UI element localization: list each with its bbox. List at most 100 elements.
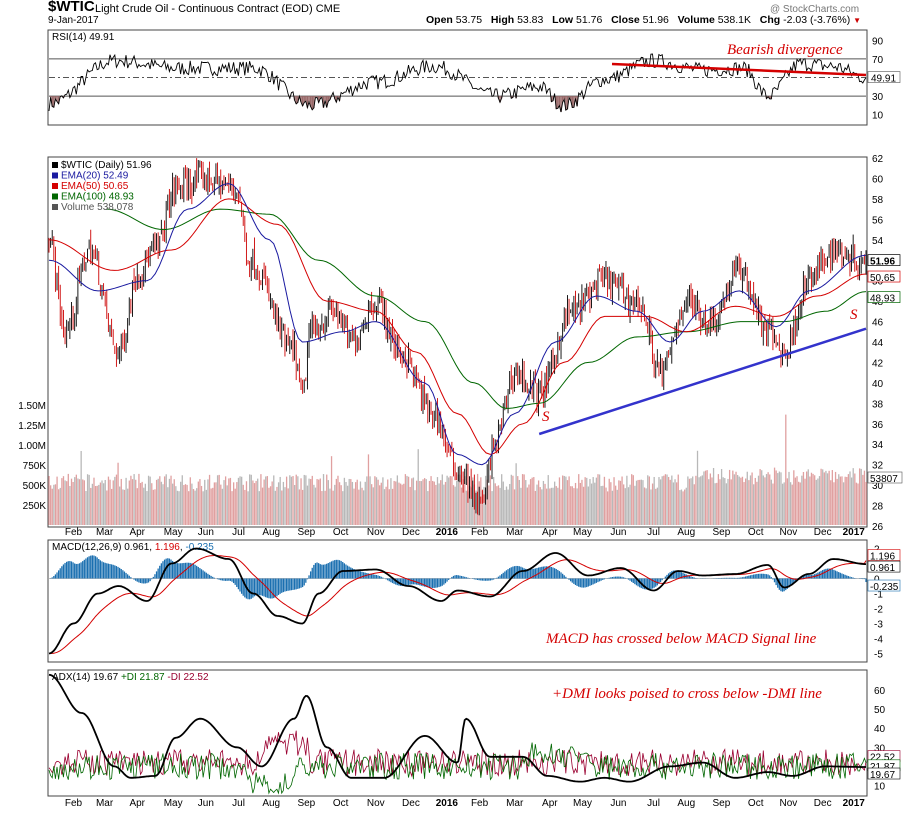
macd-ytick: -5 (874, 650, 883, 661)
volume-bar (756, 481, 758, 525)
volume-bar (651, 483, 654, 525)
volume-bar (615, 485, 617, 525)
support-annotation-1: S (542, 409, 550, 425)
volume-bar (143, 487, 145, 525)
volume-bar (648, 476, 651, 525)
volume-bar (830, 480, 832, 525)
volume-bar (102, 483, 105, 525)
price-xlabel: Aug (262, 527, 280, 538)
volume-bar (51, 488, 53, 525)
volume-bar (515, 463, 517, 525)
volume-bar (91, 483, 94, 525)
volume-bar (842, 482, 845, 525)
volume-bar (586, 477, 588, 525)
volume-bar (171, 483, 174, 525)
volume-bar (334, 484, 336, 525)
volume-bar (558, 477, 561, 525)
volume-bar (708, 479, 710, 525)
volume-bar (72, 481, 74, 525)
price-legend-swatch (52, 162, 58, 168)
rsi-value-label: 49.91 (871, 74, 896, 85)
plus-di-line (48, 742, 867, 795)
volume-bar (852, 468, 854, 525)
volume-bar (207, 479, 209, 525)
volume-bar (56, 476, 58, 525)
volume-bar (335, 478, 338, 525)
volume-bar (383, 489, 386, 525)
volume-bar (54, 484, 57, 525)
volume-bar (836, 478, 838, 525)
volume-bar (130, 475, 132, 525)
volume-bar (627, 487, 630, 525)
macd-value-box (867, 579, 901, 592)
adx-xlabel: Mar (96, 798, 114, 809)
price-legend-swatch (52, 172, 58, 179)
symbol-description: Light Crude Oil - Continuous Contract (E… (95, 3, 340, 15)
volume-bar (809, 476, 811, 525)
volume-bar (513, 489, 516, 525)
volume-bar (127, 488, 129, 525)
volume-bar (395, 481, 397, 525)
volume-bar (640, 479, 642, 525)
volume-bar (123, 489, 126, 525)
volume-bar (279, 476, 281, 525)
volume-bar (712, 468, 715, 525)
volume-bar (489, 475, 492, 525)
volume-bar (109, 479, 111, 525)
volume-bar (74, 477, 76, 525)
volume-bar (329, 488, 331, 525)
volume-bar (260, 474, 262, 525)
price-value-label: 51.96 (870, 257, 895, 268)
volume-bar (728, 469, 731, 525)
volume-bar (440, 480, 442, 525)
price-legend-item: EMA(100) 48.93 (61, 192, 134, 203)
volume-bar (147, 475, 150, 525)
volume-bar (212, 487, 214, 525)
adx-legend-adx: ADX(14) 19.67 (52, 672, 119, 683)
volume-bar (724, 478, 726, 525)
volume-bar (62, 476, 65, 525)
chg-value: -2.03 (-3.76%) (783, 14, 851, 26)
volume-ytick: 1.25M (18, 421, 46, 432)
adx-xlabel: Dec (402, 798, 420, 809)
volume-bar (610, 482, 612, 525)
volume-bar (200, 485, 203, 525)
volume-bar (781, 483, 784, 525)
volume-bar (857, 483, 859, 525)
volume-bar (825, 470, 827, 525)
price-ytick: 38 (872, 399, 884, 410)
volume-bar (626, 475, 628, 525)
volume-bar (318, 479, 320, 525)
volume-bar (422, 479, 424, 525)
rsi-ytick: 30 (872, 92, 884, 103)
volume-bar (769, 474, 771, 525)
volume-bar (562, 475, 564, 525)
price-value-label: 50.65 (870, 273, 895, 284)
volume-bar (481, 490, 484, 525)
volume-bar (101, 480, 103, 525)
volume-bar (616, 489, 618, 525)
adx-xlabel: May (164, 798, 183, 809)
price-xlabel: Jul (647, 527, 660, 538)
volume-bar (740, 477, 742, 525)
volume-bar (619, 480, 622, 525)
adx-legend-minusdi: -DI 22.52 (167, 672, 209, 683)
adx-value-label: 19.67 (870, 770, 895, 781)
volume-bar (722, 477, 724, 525)
volume-bar (162, 484, 164, 525)
volume-bar (753, 484, 755, 525)
volume-bar (292, 476, 294, 525)
volume-bar (761, 470, 763, 525)
volume-bar (786, 478, 789, 525)
volume-bar (741, 476, 744, 525)
open-label: Open (426, 14, 453, 26)
volume-bar (520, 487, 522, 525)
volume-bar (833, 482, 835, 525)
volume-bar (308, 478, 310, 525)
volume-bar (754, 477, 756, 525)
volume-bar (234, 488, 236, 525)
volume-bar (310, 479, 312, 525)
volume-bar (682, 491, 684, 525)
volume-bar (446, 475, 448, 525)
macd-panel: MACD(12,26,9) 0.961, 1.196, -0.235 -5 -4 -… (47, 539, 901, 663)
